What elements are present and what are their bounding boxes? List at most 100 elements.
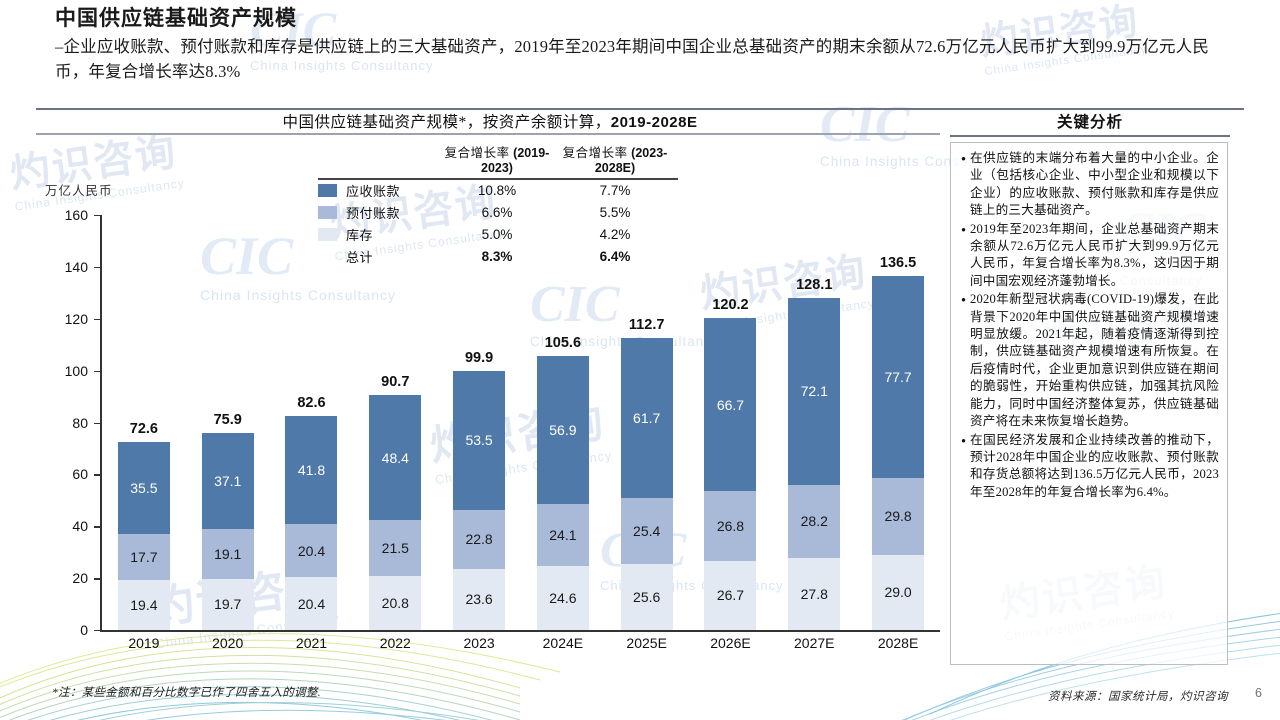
x-axis-tick-label: 2022 [379,635,411,651]
analysis-bullet: • 2020年新型冠状病毒(COVID-19)爆发，在此背景下2020年中国供应链… [957,291,1219,430]
bar-segment[interactable]: 19.4 [117,579,170,630]
x-axis-tick-label: 2023 [463,635,495,651]
x-axis-labels: 2019 2020 2021 2022 2023 2024E 2025E 2026E 2027E… [102,635,940,663]
bar-segment[interactable]: 29.0 [872,554,925,630]
analysis-title-divider [950,135,1230,137]
bar-segment[interactable]: 19.7 [201,578,254,630]
bar-segment[interactable]: 24.6 [536,566,589,630]
cagr-table-rule [318,178,678,180]
bar-segment[interactable]: 20.8 [369,576,422,630]
bar-segment[interactable]: 48.4 [369,394,422,521]
bar-chart-plot: 0 20 40 60 80 100 120 140 160 72.6 35.5 17.7 19.4 75… [36,207,941,655]
y-axis-tick [94,526,102,528]
bar-total-label: 136.5 [879,254,917,271]
bar-segment[interactable]: 53.5 [453,370,506,510]
bar-segment[interactable]: 35.5 [117,441,170,534]
y-axis-tick [94,578,102,580]
bar-group[interactable]: 120.2 66.7 26.8 26.7 [704,297,757,630]
bar-total-label: 105.6 [544,335,582,352]
cagr-col2-label: 复合增长率 [562,146,628,160]
y-axis-tick [94,266,102,269]
bar-group[interactable]: 112.7 61.7 25.4 25.6 [620,317,673,630]
page-subtitle: –企业应收账款、预付账款和库存是供应链上的三大基础资产，2019年至2023年期… [55,37,1210,81]
legend-swatch [318,206,337,219]
y-axis-tick [94,318,102,321]
bar-segment[interactable]: 22.8 [453,509,506,569]
bar-total-label: 72.6 [129,420,159,437]
bar-total-label: 120.2 [712,297,749,314]
y-axis-tick-label: 20 [72,570,88,587]
chart-title-years: 2019-2028E [610,114,698,131]
bar-total-label: 90.7 [381,373,410,390]
bar-segment[interactable]: 26.8 [704,491,757,561]
legend-label: 预付账款 [346,206,401,221]
bar-group[interactable]: 128.1 72.1 28.2 27.8 [788,277,841,630]
bar-segment[interactable]: 26.7 [704,560,757,630]
y-axis-tick-label: 160 [64,207,88,223]
legend-label: 应收账款 [346,184,401,199]
cagr-table-header: 复合增长率 (2019-2023) 复合增长率 (2023-2028E) [318,146,678,176]
bar-group[interactable]: 75.9 37.1 19.1 19.7 [201,412,254,630]
bar-segment[interactable]: 23.6 [453,568,506,630]
bar-group[interactable]: 82.6 41.8 20.4 20.4 [285,395,338,630]
bar-segment[interactable]: 29.8 [872,477,925,555]
bar-group[interactable]: 99.9 53.5 22.8 23.6 [453,350,506,630]
bar-segment[interactable]: 21.5 [369,520,422,577]
bar-group[interactable]: 72.6 35.5 17.7 19.4 [117,421,170,630]
analysis-panel: • 在供应链的末端分布着大量的中小企业。企业（包括核心企业、中小型企业和规模以下企… [950,142,1228,665]
y-axis-unit-label: 万亿人民币 [45,184,113,198]
bar-total-label: 112.7 [628,316,665,333]
y-axis-tick [94,370,102,373]
bar-group[interactable]: 136.5 77.7 29.8 29.0 [872,255,925,630]
x-axis-tick-label: 2020 [212,635,244,651]
bar-segment[interactable]: 20.4 [285,577,338,630]
analysis-bullet-text: 2019年至2023年期间，企业总基础资产期末余额从72.6万亿元人民币扩大到9… [970,221,1219,288]
analysis-panel-title: 关键分析 [1056,114,1123,131]
chart-title-divider [36,133,940,135]
bar-segment[interactable]: 56.9 [536,356,589,504]
y-axis-tick [94,630,102,632]
bar-segment[interactable]: 66.7 [704,318,757,492]
y-axis-tick-label: 60 [72,466,88,483]
legend-swatch [318,228,337,241]
y-axis-tick-label: 100 [64,362,88,379]
y-axis-tick-label: 80 [72,414,88,431]
bullet-icon: • [961,221,966,237]
x-axis-tick-label: 2024E [542,635,584,651]
y-axis-tick-label: 140 [64,258,88,275]
bar-total-label: 75.9 [213,412,242,429]
chart-title: 中国供应链基础资产规模*，按资产余额计算，2019-2028E [40,110,940,132]
cagr-col1-label: 复合增长率 [444,146,510,160]
cagr-value-2: 7.7% [599,183,631,198]
bar-segment[interactable]: 19.1 [201,529,254,579]
bar-segment[interactable]: 24.1 [536,503,589,567]
slide-header: 中国供应链基础资产规模 –企业应收账款、预付账款和库存是供应链上的三大基础资产，… [55,4,1235,84]
analysis-bullet: • 在供应链的末端分布着大量的中小企业。企业（包括核心企业、中小型企业和规模以下企… [957,150,1219,220]
bar-total-label: 99.9 [464,349,494,366]
bar-segment[interactable]: 20.4 [285,524,338,578]
y-axis-tick-label: 0 [80,622,88,638]
bar-segment[interactable]: 37.1 [201,433,254,530]
x-axis-tick-label: 2026E [710,635,751,651]
bar-segment[interactable]: 41.8 [285,415,338,525]
bar-group[interactable]: 105.6 56.9 24.1 24.6 [536,335,589,630]
bar-segment[interactable]: 28.2 [788,484,841,558]
y-axis-tick-label: 40 [72,518,88,535]
cagr-col2-header: 复合增长率 (2023-2028E) [556,146,674,176]
bar-segment[interactable]: 27.8 [788,557,841,630]
bar-segment[interactable]: 77.7 [872,275,925,478]
bar-segment[interactable]: 25.6 [620,563,673,630]
source-note: 资料来源：国家统计局，灼识咨询 [1048,691,1228,703]
bar-segment[interactable]: 17.7 [117,533,170,580]
analysis-bullet-text: 在国民经济发展和企业持续改善的推动下，预计2028年中国企业的应收账款、预付账款… [970,432,1219,499]
y-axis-tick-label: 120 [64,310,88,327]
legend-row: 应收账款 10.8% 7.7% [318,180,678,202]
bar-segment[interactable]: 25.4 [620,497,673,564]
cagr-value-1: 5.0% [481,227,513,242]
bar-segment[interactable]: 72.1 [788,297,841,485]
cagr-value-2: 4.2% [599,227,631,242]
cagr-value-2: 5.5% [599,205,631,220]
bar-segment[interactable]: 61.7 [620,337,673,498]
bar-group[interactable]: 90.7 48.4 21.5 20.8 [369,374,422,630]
